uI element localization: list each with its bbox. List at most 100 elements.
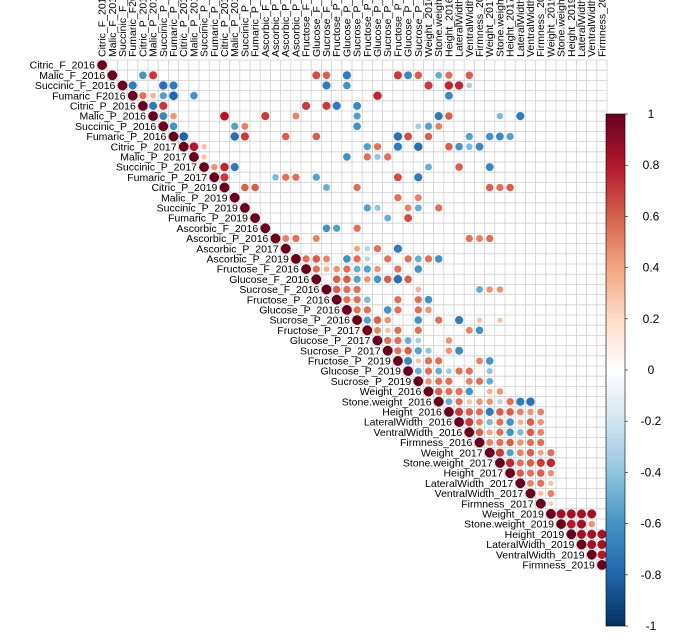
correlation-circle [485, 357, 494, 365]
correlation-circle [445, 387, 453, 396]
row-label: Ascorbic_P_2019 [206, 254, 288, 266]
diagonal-circle [229, 192, 240, 203]
correlation-circle [434, 255, 443, 263]
correlation-circle [526, 469, 535, 477]
correlation-circle [486, 377, 494, 385]
correlation-circle [414, 316, 423, 324]
diagonal-circle [372, 335, 383, 346]
row-label: Weight_2019 [482, 509, 544, 521]
correlation-circle [496, 428, 504, 436]
row-label: Sucrose_P_2017 [300, 345, 381, 357]
correlation-circle [435, 377, 443, 385]
correlation-circle [588, 520, 595, 528]
correlation-circle [302, 255, 310, 263]
correlation-circle [424, 81, 433, 90]
correlation-circle [475, 142, 484, 151]
correlation-circle [312, 132, 321, 141]
correlation-circle [363, 306, 371, 314]
column-label: Sucrose_F_2016 [321, 0, 333, 57]
correlation-circle [424, 255, 433, 263]
correlation-circle [526, 428, 535, 437]
correlation-circle [476, 357, 483, 365]
diagonal-circle [484, 447, 495, 458]
correlation-circle [537, 408, 545, 416]
correlation-circle [414, 296, 422, 304]
column-label: Citric_P_2019 [219, 0, 231, 57]
correlation-circle [404, 71, 413, 80]
diagonal-circle [127, 90, 138, 101]
column-label: Height_2017 [505, 0, 517, 57]
correlation-circle [415, 358, 421, 364]
column-label: Height_2019 [566, 0, 578, 57]
correlation-circle [454, 81, 464, 90]
correlation-circle [414, 326, 422, 334]
diagonal-circle [291, 254, 301, 264]
correlation-circle [415, 123, 422, 130]
column-label: Sucrose_P_2019 [413, 0, 425, 57]
correlation-circle [169, 91, 178, 101]
correlation-circle [373, 275, 382, 284]
correlation-circle [363, 204, 371, 212]
correlation-circle [527, 479, 534, 487]
correlation-circle [353, 285, 361, 294]
correlation-circle [435, 71, 443, 79]
correlation-circle [394, 194, 402, 202]
correlation-circle [364, 256, 370, 262]
column-label: VentralWidth_2019 [586, 0, 598, 57]
row-label: Ascorbic_P_2016 [186, 233, 268, 245]
row-label: Firmness_2016 [400, 437, 473, 449]
correlation-circle [455, 407, 464, 416]
row-label: Stone.weight_2017 [403, 458, 493, 470]
correlation-circle [576, 529, 587, 539]
correlation-circle [445, 112, 453, 120]
row-label: Firmness_2019 [522, 560, 595, 572]
row-label: Fumaric_F2016 [52, 90, 126, 102]
correlation-circle [353, 112, 361, 120]
correlation-circle [485, 163, 494, 172]
row-label: Weight_2017 [421, 447, 483, 459]
correlation-circle [414, 255, 422, 263]
diagonal-circle [597, 560, 607, 570]
correlation-circle [404, 132, 413, 141]
correlation-circle [485, 132, 494, 141]
correlation-circle [537, 438, 545, 447]
row-label: Fumaric_P_2017 [127, 172, 207, 184]
correlation-circle [485, 183, 494, 192]
row-label: Succinic_P_2019 [157, 203, 238, 215]
diagonal-circle [117, 80, 128, 91]
column-label: Firmness_2017 [535, 0, 547, 57]
row-label: Malic_F_2016 [39, 70, 105, 82]
correlation-circle [374, 265, 381, 273]
row-labels: Citric_F_2016Malic_F_2016Succinic_F_2016… [30, 60, 595, 572]
colorbar-tick-label: -0.4 [641, 465, 662, 479]
correlation-circle [343, 255, 351, 263]
correlation-circle [516, 112, 525, 121]
correlation-circle [475, 326, 484, 335]
column-label: Sucrose_P_2016 [352, 0, 364, 57]
column-label: LateralWidth_2016 [454, 0, 466, 57]
correlation-circle [486, 286, 493, 293]
correlation-circle [139, 71, 147, 80]
correlation-circle [425, 347, 432, 354]
correlation-circle [312, 71, 321, 80]
colorbar-tick-label: -1 [646, 619, 657, 633]
correlation-circle [445, 398, 453, 406]
row-label: Height_2019 [505, 529, 565, 541]
row-label: Fructose_P_2016 [247, 294, 330, 306]
colorbar-tick-label: 0 [648, 363, 655, 377]
column-label: Fructose_P_2019 [392, 0, 404, 57]
correlation-circle [496, 418, 504, 426]
correlation-circle [496, 112, 504, 120]
correlation-circle [230, 132, 239, 141]
correlation-circle [312, 255, 321, 263]
correlation-circle [486, 429, 493, 436]
correlation-circles [97, 60, 607, 570]
diagonal-circle [301, 264, 311, 274]
row-label: Fructose_P_2019 [308, 356, 391, 368]
row-label: Malic_P_2016 [79, 111, 146, 123]
column-label: Glucose_P_2016 [341, 0, 353, 57]
diagonal-circle [382, 345, 393, 356]
column-label: Glucose_F_2016 [311, 0, 323, 57]
correlation-circle [556, 509, 566, 519]
